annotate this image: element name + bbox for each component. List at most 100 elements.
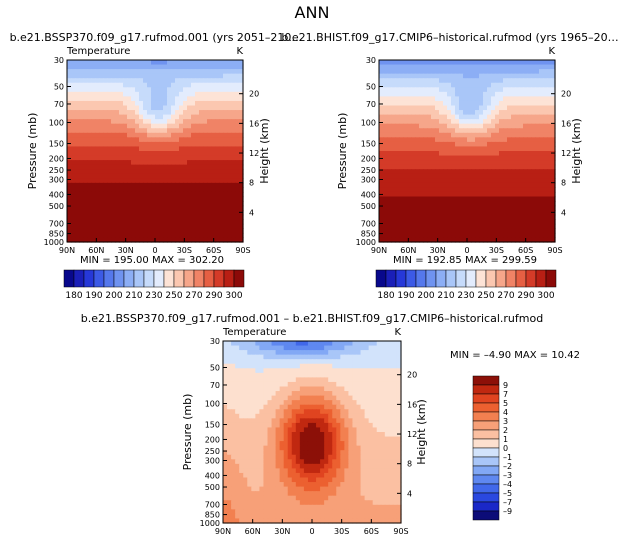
contour-cell [479, 173, 484, 179]
contour-cell [471, 173, 476, 179]
contour-cell [79, 69, 84, 75]
contour-cell [295, 400, 301, 406]
contour-cell [215, 196, 220, 202]
contour-cell [451, 160, 456, 166]
contour-cell [67, 119, 72, 125]
contour-cell [407, 151, 412, 157]
contour-cell [519, 146, 524, 152]
x-tick-label: 60N [88, 246, 104, 255]
contour-cell [415, 196, 420, 202]
contour-cell [356, 381, 362, 388]
contour-cell [163, 228, 168, 234]
contour-cell [279, 445, 285, 451]
contour-cell [147, 173, 152, 179]
contour-cell [243, 427, 248, 433]
contour-cell [348, 368, 354, 374]
contour-cell [279, 341, 285, 347]
contour-cell [499, 223, 504, 229]
contour-cell [383, 169, 388, 175]
contour-cell [203, 169, 208, 175]
contour-cell [551, 73, 556, 79]
contour-cell [499, 228, 504, 234]
contour-cell [147, 96, 152, 102]
contour-cell [543, 141, 548, 148]
contour-cell [364, 363, 370, 369]
contour-cell [411, 91, 416, 97]
contour-cell [223, 105, 228, 111]
contour-cell [348, 441, 354, 447]
contour-cell [203, 187, 208, 193]
contour-cell [368, 341, 374, 347]
contour-cell [360, 381, 366, 388]
contour-cell [487, 114, 492, 120]
contour-cell [499, 182, 504, 188]
contour-cell [91, 110, 96, 116]
contour-cell [175, 78, 180, 84]
contour-cell [75, 87, 80, 93]
contour-cell [231, 468, 236, 474]
contour-cell [539, 87, 544, 93]
contour-cell [279, 345, 285, 351]
contour-cell [219, 164, 224, 170]
contour-cell [523, 96, 528, 102]
contour-cell [431, 214, 436, 220]
contour-cell [364, 432, 370, 438]
contour-cell [227, 96, 232, 102]
contour-cell [159, 228, 164, 234]
contour-cell [67, 178, 72, 184]
contour-cell [183, 169, 188, 175]
contour-cell [223, 404, 228, 410]
contour-cell [415, 160, 420, 166]
contour-cell [455, 182, 460, 188]
contour-cell [135, 114, 140, 120]
contour-cell [423, 160, 428, 166]
contour-cell [187, 232, 192, 239]
contour-cell [523, 228, 528, 234]
contour-cell [455, 105, 460, 111]
contour-cell [219, 141, 224, 148]
contour-cell [231, 191, 236, 198]
contour-cell [99, 205, 104, 211]
contour-cell [275, 468, 281, 474]
contour-cell [287, 400, 293, 406]
contour-cell [227, 196, 232, 202]
contour-cell [267, 377, 273, 383]
contour-cell [75, 78, 80, 84]
contour-cell [91, 82, 96, 88]
contour-cell [151, 210, 156, 216]
contour-cell [523, 191, 528, 198]
contour-cell [259, 418, 265, 424]
contour-cell [79, 64, 84, 70]
contour-cell [187, 201, 192, 207]
contour-cell [291, 418, 297, 424]
contour-cell [119, 91, 124, 97]
x-tick-label: 60N [400, 246, 416, 255]
contour-cell [387, 110, 392, 116]
contour-cell [247, 454, 252, 460]
contour-cell [99, 169, 104, 175]
contour-cell [463, 191, 468, 198]
contour-cell [79, 110, 84, 116]
contour-cell [467, 114, 472, 120]
contour-cell [487, 151, 492, 157]
contour-cell [167, 60, 172, 66]
contour-cell [531, 151, 536, 157]
contour-cell [187, 128, 192, 134]
contour-cell [527, 123, 532, 129]
contour-cell [159, 201, 164, 207]
contour-cell [392, 381, 398, 388]
contour-cell [71, 164, 76, 170]
contour-cell [423, 146, 428, 152]
contour-cell [223, 463, 228, 469]
contour-cell [368, 436, 374, 442]
contour-cell [411, 187, 416, 193]
contour-cell [336, 341, 341, 347]
contour-cell [151, 60, 156, 66]
contour-cell [143, 210, 148, 216]
contour-cell [243, 463, 248, 469]
contour-cell [383, 191, 388, 198]
contour-cell [251, 472, 256, 479]
contour-cell [231, 78, 236, 84]
contour-cell [487, 201, 492, 207]
contour-cell [340, 354, 345, 360]
